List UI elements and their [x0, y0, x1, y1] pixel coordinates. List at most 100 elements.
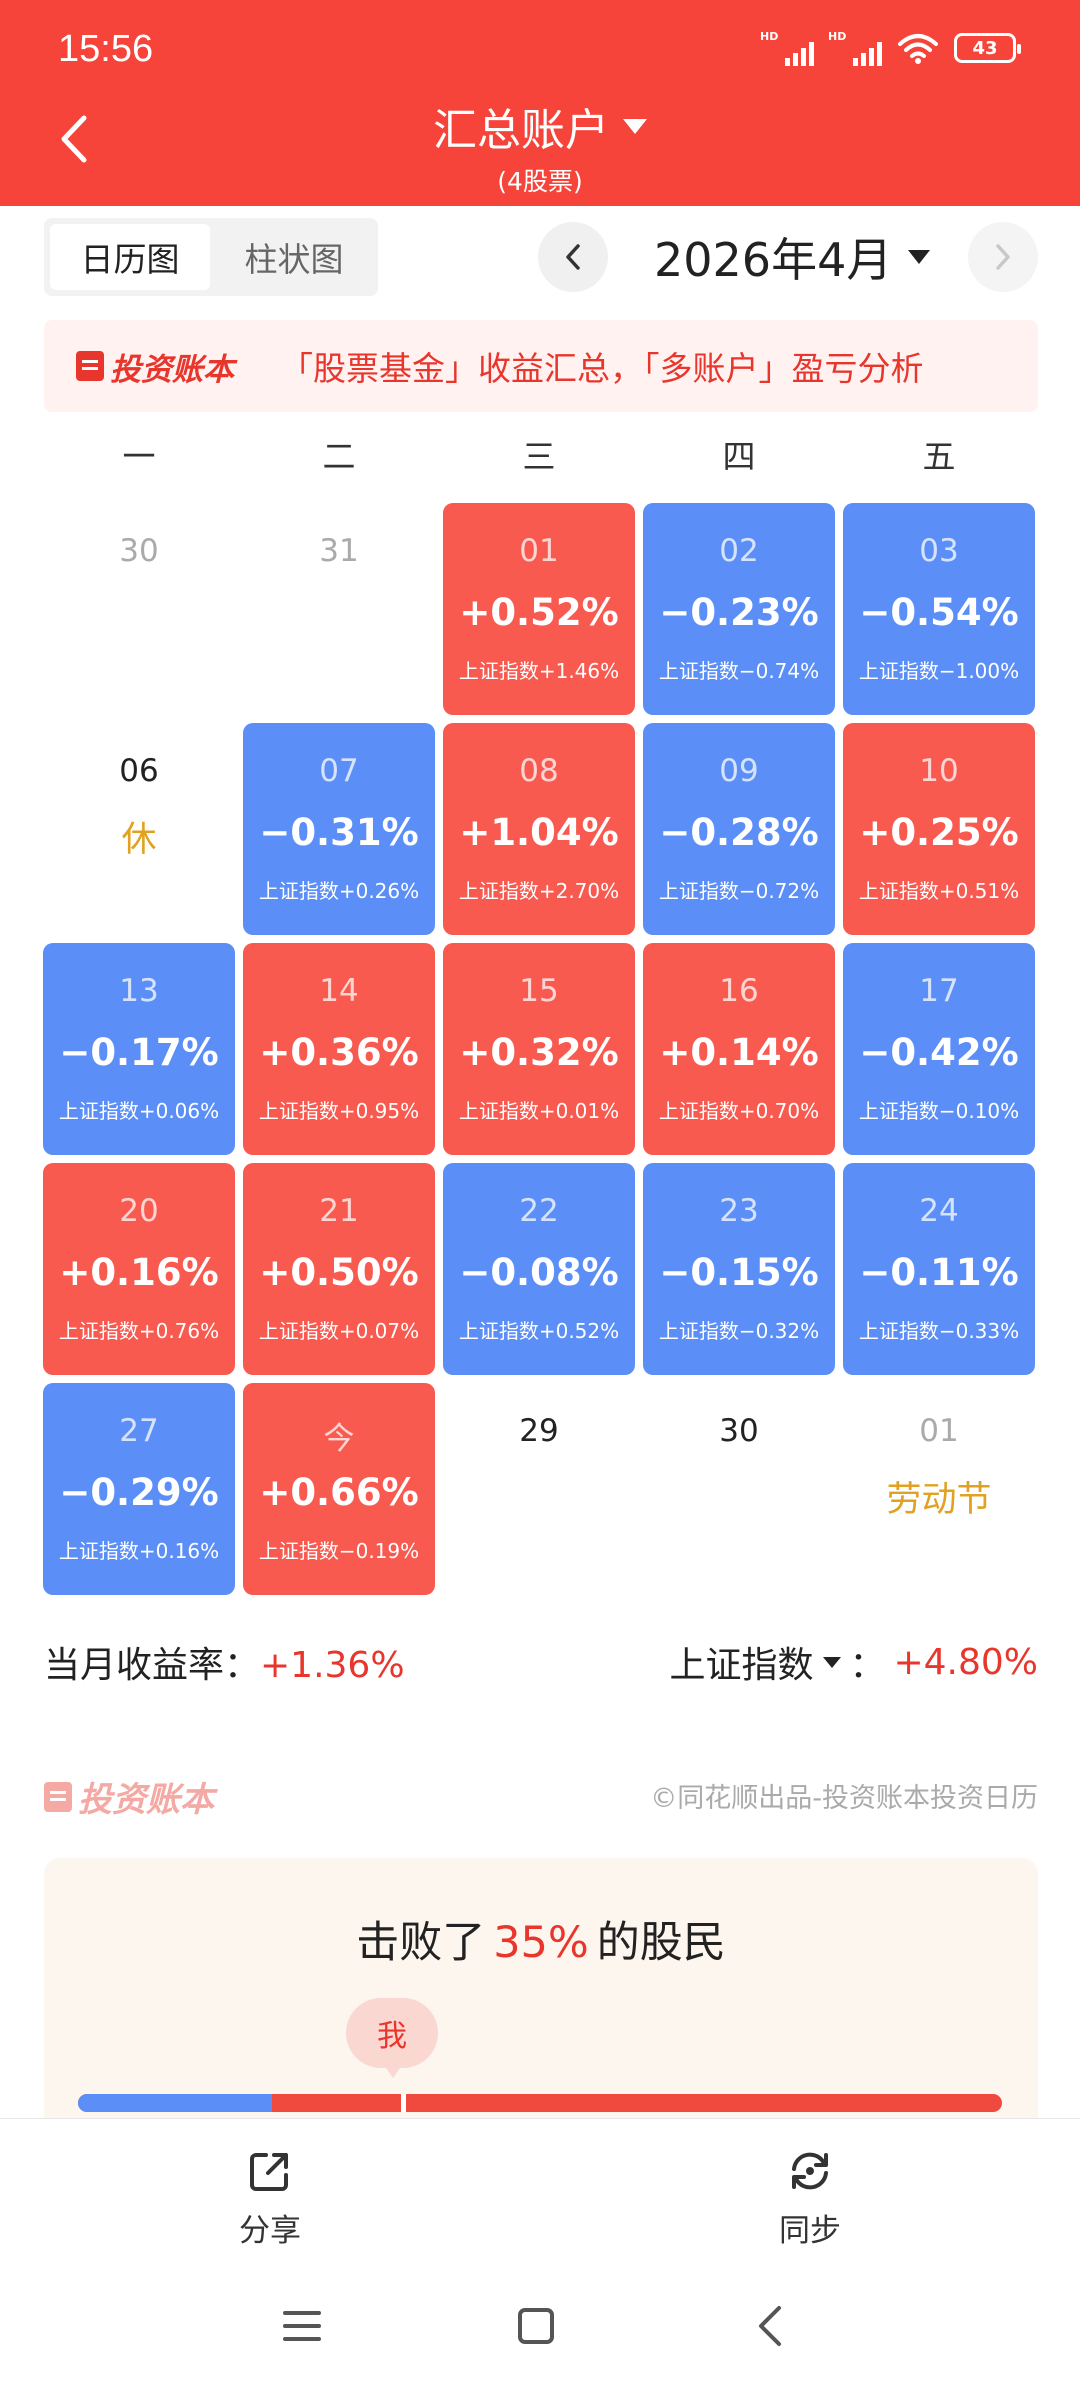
calendar-day-cell: 29 — [443, 1383, 635, 1595]
month-caret-icon — [908, 250, 931, 264]
day-return: +0.50% — [259, 1251, 419, 1294]
back-nav-button[interactable] — [740, 2296, 800, 2356]
rank-bar — [78, 2094, 1002, 2112]
share-label: 分享 — [239, 2213, 301, 2249]
day-return: +0.32% — [459, 1031, 619, 1074]
prev-month-button[interactable] — [538, 222, 608, 292]
rank-card: 击败了 35% 的股民 我 — [44, 1858, 1038, 2118]
account-selector[interactable]: 汇总账户 — [433, 94, 647, 158]
ledger-icon — [76, 351, 104, 381]
day-return: −0.17% — [59, 1031, 219, 1074]
day-number: 20 — [119, 1193, 159, 1229]
rank-text: 击败了 35% 的股民 — [44, 1908, 1038, 1970]
sync-label: 同步 — [779, 2213, 841, 2249]
day-index-change: 上证指数−0.32% — [658, 1319, 820, 1343]
share-button[interactable]: 分享 — [180, 2147, 360, 2250]
day-index-change: 上证指数+2.70% — [458, 879, 620, 903]
home-nav-button[interactable] — [506, 2296, 566, 2356]
calendar-day-cell[interactable]: 20 +0.16% 上证指数+0.76% — [43, 1163, 235, 1375]
calendar-day-cell[interactable]: 23 −0.15% 上证指数−0.32% — [643, 1163, 835, 1375]
page-subtitle: (4股票) — [497, 167, 583, 196]
brand-name: 投资账本 — [110, 351, 234, 388]
day-number: 17 — [919, 973, 959, 1009]
day-return: −0.08% — [459, 1251, 619, 1294]
calendar-day-cell[interactable]: 17 −0.42% 上证指数−0.10% — [843, 943, 1035, 1155]
day-return: +1.04% — [459, 811, 619, 854]
ledger-icon — [44, 1781, 72, 1812]
weekday-tue: 二 — [322, 437, 356, 476]
day-number: 21 — [319, 1193, 359, 1229]
chevron-left-icon — [566, 244, 580, 270]
system-nav-bar — [0, 2266, 1080, 2400]
day-return: +0.52% — [459, 591, 619, 634]
sync-icon — [792, 2152, 828, 2190]
day-number: 24 — [919, 1193, 959, 1229]
brand-logo: 投资账本 — [76, 344, 234, 389]
sync-button[interactable]: 同步 — [720, 2147, 900, 2250]
day-index-change: 上证指数−0.33% — [858, 1319, 1020, 1343]
monthly-return: 当月收益率：+1.36% — [44, 1636, 405, 1688]
credit-text: ©同花顺出品-投资账本投资日历 — [650, 1783, 1038, 1814]
calendar-day-cell[interactable]: 02 −0.23% 上证指数−0.74% — [643, 503, 835, 715]
calendar-day-cell[interactable]: 09 −0.28% 上证指数−0.72% — [643, 723, 835, 935]
dropdown-caret-icon — [623, 118, 647, 134]
day-number: 08 — [519, 753, 559, 789]
day-index-change: 上证指数+1.46% — [458, 659, 620, 683]
rank-suffix: 的股民 — [596, 1918, 726, 1968]
calendar-day-cell[interactable]: 14 +0.36% 上证指数+0.95% — [243, 943, 435, 1155]
day-index-change: 上证指数−0.74% — [658, 659, 820, 683]
day-return: −0.54% — [859, 591, 1019, 634]
day-number: 今 — [323, 1421, 355, 1457]
calendar-day-cell[interactable]: 22 −0.08% 上证指数+0.52% — [443, 1163, 635, 1375]
network-label-2: HD — [828, 30, 847, 43]
calendar-day-cell[interactable]: 13 −0.17% 上证指数+0.06% — [43, 943, 235, 1155]
day-number: 02 — [719, 533, 759, 569]
day-return: +0.36% — [259, 1031, 419, 1074]
calendar-day-cell[interactable]: 07 −0.31% 上证指数+0.26% — [243, 723, 435, 935]
calendar-day-cell: 31 — [243, 503, 435, 715]
calendar-day-cell[interactable]: 03 −0.54% 上证指数−1.00% — [843, 503, 1035, 715]
month-label: 2026年4月 — [654, 233, 893, 287]
day-index-change: 上证指数+0.26% — [258, 879, 420, 903]
day-note: 劳动节 — [886, 1480, 992, 1520]
weekday-thu: 四 — [722, 437, 756, 476]
calendar-day-cell[interactable]: 今 +0.66% 上证指数−0.19% — [243, 1383, 435, 1595]
day-number: 23 — [719, 1193, 759, 1229]
day-number: 30 — [719, 1413, 759, 1449]
month-selector[interactable]: 2026年4月 — [654, 222, 931, 292]
index-selector[interactable]: 上证指数 — [669, 1636, 842, 1688]
day-index-change: 上证指数+0.06% — [58, 1099, 220, 1123]
day-index-change: 上证指数+0.76% — [58, 1319, 220, 1343]
rank-bar-blue-segment — [78, 2094, 272, 2112]
day-index-change: 上证指数−1.00% — [858, 659, 1020, 683]
index-label: 上证指数 — [669, 1645, 814, 1686]
bottom-action-bar: 分享 同步 — [0, 2118, 1080, 2266]
calendar-day-cell[interactable]: 24 −0.11% 上证指数−0.33% — [843, 1163, 1035, 1375]
rank-bar-marker — [401, 2094, 406, 2112]
menu-icon — [283, 2311, 321, 2341]
day-number: 13 — [119, 973, 159, 1009]
day-number: 06 — [119, 753, 159, 789]
day-number: 31 — [319, 533, 359, 569]
calendar-day-cell[interactable]: 08 +1.04% 上证指数+2.70% — [443, 723, 635, 935]
calendar-day-cell[interactable]: 01 +0.52% 上证指数+1.46% — [443, 503, 635, 715]
tab-calendar[interactable]: 日历图 — [50, 224, 210, 290]
calendar-day-cell: 30 — [643, 1383, 835, 1595]
index-return: 上证指数 ： +4.80% — [669, 1636, 1038, 1688]
calendar-day-cell[interactable]: 15 +0.32% 上证指数+0.01% — [443, 943, 635, 1155]
day-number: 14 — [319, 973, 359, 1009]
calendar-day-cell[interactable]: 16 +0.14% 上证指数+0.70% — [643, 943, 835, 1155]
day-return: −0.11% — [859, 1251, 1019, 1294]
calendar-day-cell[interactable]: 10 +0.25% 上证指数+0.51% — [843, 723, 1035, 935]
day-number: 09 — [719, 753, 759, 789]
day-number: 16 — [719, 973, 759, 1009]
day-index-change: 上证指数+0.70% — [658, 1099, 820, 1123]
promo-banner[interactable]: 投资账本 「股票基金」收益汇总，「多账户」盈亏分析 — [44, 320, 1038, 412]
calendar-day-cell[interactable]: 27 −0.29% 上证指数+0.16% — [43, 1383, 235, 1595]
calendar-day-cell[interactable]: 21 +0.50% 上证指数+0.07% — [243, 1163, 435, 1375]
menu-nav-button[interactable] — [272, 2296, 332, 2356]
footer-brand-name: 投资账本 — [78, 1780, 214, 1820]
next-month-button[interactable] — [968, 222, 1038, 292]
tab-bar-chart[interactable]: 柱状图 — [244, 240, 344, 279]
back-arrow-icon[interactable] — [50, 104, 100, 174]
